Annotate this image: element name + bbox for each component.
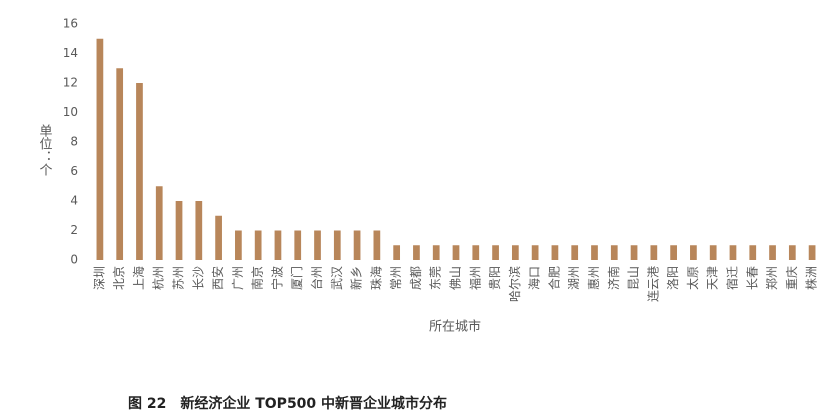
y-tick-label: 12	[63, 76, 78, 90]
x-tick-label: 天津	[706, 266, 720, 290]
bar	[492, 245, 499, 260]
x-tick-label: 杭州	[151, 266, 166, 290]
y-axis-label: 单位：个	[37, 124, 53, 176]
bar	[136, 83, 143, 260]
x-tick-label: 哈尔滨	[507, 266, 522, 302]
x-tick-label: 长沙	[191, 266, 205, 290]
x-tick-label: 成都	[409, 266, 423, 290]
bar	[274, 230, 282, 260]
bar	[294, 230, 302, 260]
x-tick-label: 郑州	[764, 266, 779, 290]
bar	[452, 245, 460, 260]
bar	[571, 245, 579, 260]
bar	[235, 230, 242, 260]
x-tick-label: 佛山	[449, 266, 463, 290]
x-tick-label: 合肥	[546, 266, 561, 290]
x-tick-label: 厦门	[289, 266, 304, 290]
x-tick-label: 海口	[527, 266, 542, 290]
x-tick-label: 连云港	[645, 266, 660, 302]
bar	[314, 230, 321, 260]
x-tick-label: 北京	[112, 266, 126, 290]
bar	[690, 245, 697, 260]
bar	[432, 245, 440, 260]
x-tick-label: 上海	[131, 266, 146, 290]
y-tick-label: 2	[70, 223, 78, 237]
y-tick-label: 4	[70, 194, 78, 208]
bar	[254, 230, 262, 260]
x-tick-label: 福州	[467, 266, 482, 290]
x-tick-label: 珠海	[368, 266, 383, 290]
bar	[353, 230, 361, 260]
bar	[155, 186, 163, 260]
x-tick-label: 宿迁	[724, 266, 739, 290]
bar	[650, 245, 658, 260]
bar	[195, 201, 203, 260]
bar	[749, 245, 757, 260]
x-tick-label: 洛阳	[665, 266, 680, 290]
x-tick-label: 南京	[250, 266, 265, 290]
bar	[215, 215, 222, 260]
x-tick-label: 东莞	[429, 266, 443, 290]
bar	[551, 245, 559, 260]
bar	[333, 230, 341, 260]
x-tick-label: 太原	[685, 266, 700, 290]
y-tick-label: 8	[70, 135, 78, 149]
x-tick-label: 苏州	[172, 266, 186, 290]
bar	[373, 230, 381, 260]
bar	[393, 245, 401, 260]
x-tick-label: 武汉	[330, 266, 344, 290]
x-tick-label: 常州	[389, 266, 403, 290]
x-tick-label: 西安	[210, 266, 225, 290]
bar	[808, 245, 816, 260]
x-axis-label: 所在城市	[429, 319, 481, 335]
bar	[175, 201, 183, 260]
x-tick-label: 重庆	[785, 266, 799, 290]
x-tick-label: 惠州	[587, 266, 601, 290]
x-tick-label: 株洲	[804, 266, 819, 290]
bar	[591, 245, 598, 260]
bar	[630, 245, 638, 260]
bar	[472, 245, 480, 260]
x-tick-label: 广州	[231, 266, 245, 290]
caption: 图 22 新经济企业 TOP500 中新晋企业城市分布	[128, 395, 447, 412]
bar	[729, 245, 737, 260]
y-tick-label: 16	[63, 17, 78, 31]
x-tick-label: 台州	[309, 266, 324, 290]
x-tick-label: 贵阳	[488, 266, 502, 290]
bar	[531, 245, 539, 260]
bar	[709, 245, 717, 260]
bar	[788, 245, 796, 260]
bar	[511, 245, 519, 260]
y-tick-label: 14	[63, 46, 78, 60]
x-tick-label: 深圳	[92, 266, 106, 290]
x-tick-label: 昆山	[627, 266, 641, 290]
bar	[413, 245, 420, 260]
x-tick-label: 宁波	[269, 266, 284, 290]
x-tick-label: 济南	[606, 266, 621, 290]
y-tick-label: 10	[63, 105, 78, 119]
y-tick-label: 6	[70, 164, 78, 178]
y-tick-label: 0	[70, 253, 78, 267]
bar	[670, 245, 677, 260]
x-tick-label: 新乡	[349, 266, 364, 290]
x-tick-label: 湖州	[566, 266, 581, 290]
bar	[769, 245, 776, 260]
bar	[610, 245, 618, 260]
bar	[116, 68, 124, 260]
x-tick-label: 长春	[745, 266, 759, 290]
bar	[96, 38, 104, 260]
